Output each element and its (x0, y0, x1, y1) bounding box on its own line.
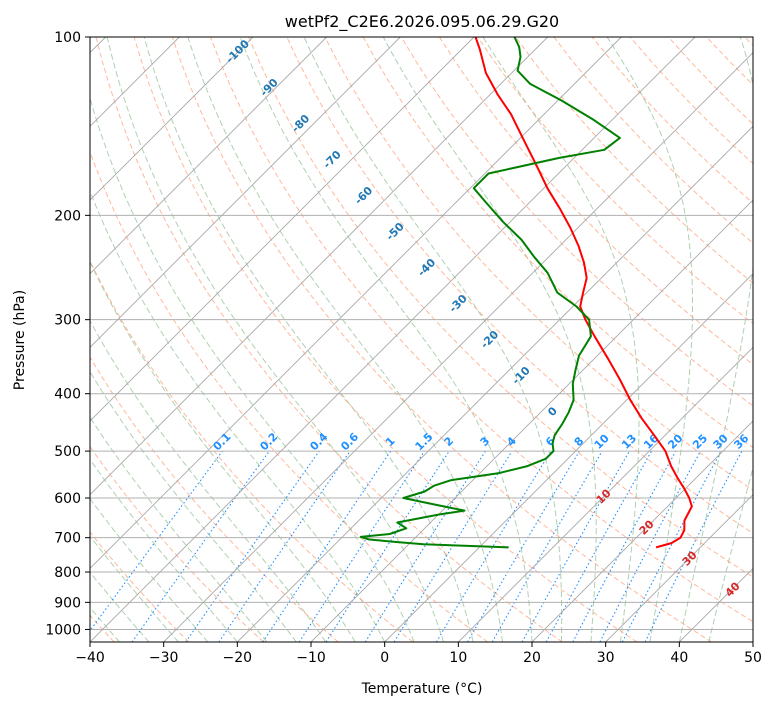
isotherm--10 (310, 199, 753, 642)
moist-adiabat-36 (606, 37, 693, 642)
y-tick-label-8: 900 (54, 595, 81, 611)
dry-adiabat-20 (95, 37, 563, 642)
y-tick-label-3: 400 (54, 387, 81, 403)
dry-adiabat--10 (90, 356, 339, 642)
dry-adiabat-40 (171, 37, 712, 642)
series-dewpoint-line (359, 37, 621, 549)
isobar-gridlines (90, 37, 753, 630)
x-axis-ticks: −40 −30 −20 −10 0 10 20 30 40 50 (75, 642, 762, 666)
y-tick-label-1: 200 (54, 208, 81, 224)
isotherm--60 (90, 37, 548, 496)
mixing-ratio-line-5 (298, 450, 425, 642)
mixing-ratio-line-17 (644, 450, 743, 642)
isotherm-gridlines (90, 37, 753, 642)
moist-adiabat--12 (90, 370, 297, 642)
chart-title: wetPf2_C2E6.2026.095.06.29.G20 (285, 12, 559, 32)
x-tick-label-3: −10 (296, 650, 326, 666)
mixing-ratio-line-14 (572, 450, 677, 642)
dry-adiabat-130 (515, 37, 753, 284)
dry-adiabat-50 (210, 37, 753, 623)
moist-adiabat-8 (106, 37, 445, 642)
isotherm--50 (90, 37, 622, 569)
mixing-ratio-lines (90, 450, 743, 642)
moist-adiabat-12 (143, 37, 474, 642)
moist-adiabat--16 (90, 416, 268, 642)
mixing-ratio-line-6 (325, 450, 450, 642)
x-axis-label: Temperature (°C) (361, 681, 483, 697)
mixing-ratio-line-2 (185, 450, 320, 642)
moist-adiabat-24 (303, 37, 563, 642)
moist-adiabat--20 (90, 458, 238, 642)
moist-adiabat-16 (187, 37, 503, 642)
y-tick-label-7: 800 (54, 565, 81, 581)
isotherm--30 (163, 52, 753, 642)
dry-adiabat-10 (90, 150, 488, 642)
isotherm--70 (90, 37, 475, 422)
y-tick-label-6: 700 (54, 531, 81, 547)
mixing-ratio-line-8 (393, 450, 513, 642)
y-tick-label-5: 600 (54, 491, 81, 507)
x-tick-label-1: −30 (149, 650, 179, 666)
isotherm-20 (531, 420, 753, 642)
x-tick-label-8: 40 (670, 650, 688, 666)
isotherm--80 (90, 37, 401, 348)
y-axis-ticks: 100 200 300 400 500 600 700 800 900 1000 (45, 30, 90, 638)
x-tick-label-5: 10 (449, 650, 467, 666)
x-tick-label-6: 20 (523, 650, 541, 666)
dry-adiabat-110 (438, 37, 753, 366)
moist-adiabat-32 (482, 37, 640, 642)
mixing-ratio-line-0 (90, 450, 223, 632)
dry-adiabats (90, 37, 753, 642)
mixing-ratio-line-13 (545, 450, 653, 642)
isotherm-10 (458, 346, 753, 642)
y-tick-label-9: 1000 (45, 622, 81, 638)
x-tick-label-0: −40 (75, 650, 105, 666)
dry-adiabat-80 (324, 37, 753, 491)
isotherm-50 (752, 641, 753, 642)
dry-adiabat--30 (90, 531, 190, 642)
isotherm--100 (90, 37, 254, 201)
isotherm-0 (384, 273, 753, 642)
y-tick-label-2: 300 (54, 313, 81, 329)
plot-area (90, 37, 753, 642)
mixing-ratio-line-12 (521, 450, 630, 642)
moist-adiabat-20 (239, 37, 533, 642)
x-tick-label-2: −20 (223, 650, 253, 666)
dry-adiabat-60 (248, 37, 753, 578)
isotherm--20 (237, 125, 753, 642)
isotherm--40 (90, 37, 696, 642)
dry-adiabat--20 (90, 445, 264, 642)
mixing-ratio-line-1 (131, 450, 270, 642)
y-tick-label-0: 100 (54, 30, 81, 46)
x-tick-label-4: 0 (380, 650, 389, 666)
plot-frame (89, 36, 754, 643)
moist-adiabat-40 (678, 37, 753, 642)
sounding-series (359, 37, 693, 549)
moist-adiabat--4 (90, 260, 356, 642)
dry-adiabat-30 (133, 37, 638, 642)
moist-adiabat--24 (90, 497, 209, 642)
isotherm-30 (605, 494, 753, 642)
moist-adiabat-28 (382, 37, 597, 642)
y-axis-label: Pressure (hPa) (12, 290, 28, 390)
series-temperature-line (474, 37, 693, 549)
isotherm--90 (90, 37, 327, 275)
y-tick-label-4: 500 (54, 444, 81, 460)
mixing-ratio-line-3 (218, 450, 351, 642)
dry-adiabat-100 (400, 37, 753, 407)
plot-content: -100-90-80-70-60-50-40-30-20-10010203040… (90, 37, 753, 642)
x-tick-label-7: 30 (597, 650, 615, 666)
x-tick-label-9: 50 (744, 650, 762, 666)
mixing-ratio-line-4 (262, 450, 392, 642)
moist-adiabat--28 (90, 535, 179, 642)
